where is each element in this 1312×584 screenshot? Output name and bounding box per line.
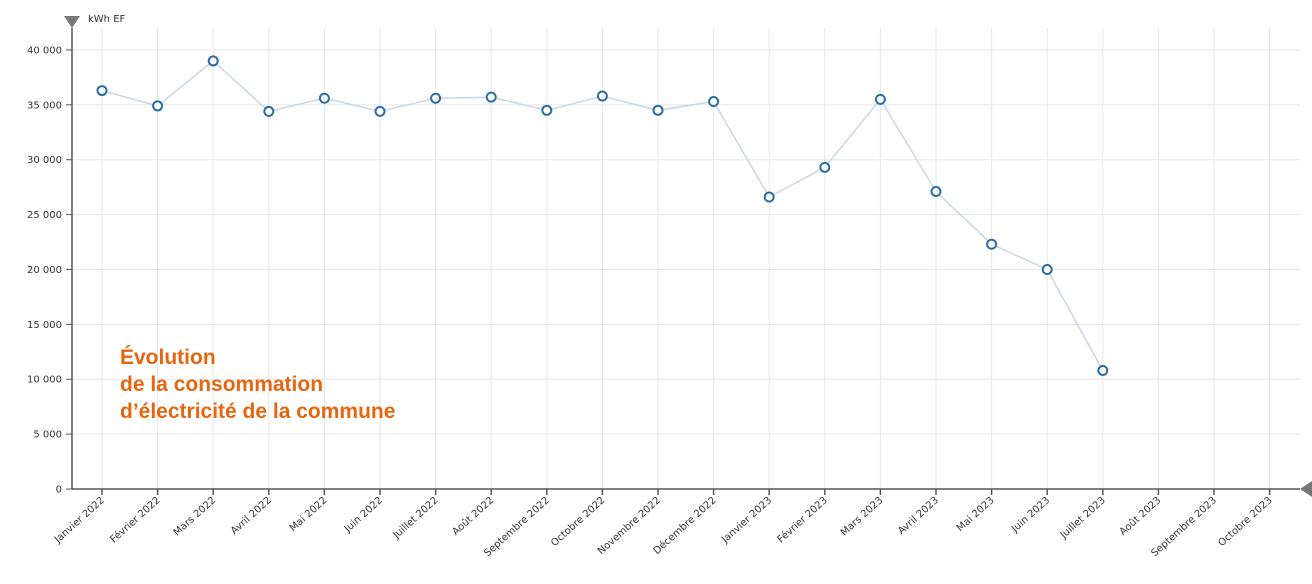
x-tick-label: Juin 2023 <box>1009 495 1052 535</box>
chart-title-line-1: Évolution <box>120 346 216 369</box>
grid-lines <box>72 28 1300 489</box>
data-point[interactable] <box>1041 263 1053 275</box>
y-tick-label: 5 000 <box>33 430 62 441</box>
x-tick-label: Février 2023 <box>775 494 830 545</box>
x-tick-label: Juillet 2023 <box>1058 495 1108 542</box>
x-tick-label: Octobre 2023 <box>1216 495 1274 549</box>
x-ticks: Janvier 2022 Février 2022 Mars 2022 Avril 2… <box>52 489 1275 559</box>
y-tick-label: 20 000 <box>27 265 62 276</box>
unit-label: kWh EF <box>88 14 126 25</box>
y-tick-label: 15 000 <box>27 320 62 331</box>
data-point[interactable] <box>96 85 108 97</box>
x-tick-label: Juillet 2022 <box>391 495 441 542</box>
x-tick-label: Juin 2022 <box>342 495 385 535</box>
x-tick-label: Mars 2022 <box>172 495 219 538</box>
x-tick-label: Août 2022 <box>450 494 496 537</box>
data-point[interactable] <box>708 96 720 108</box>
chart-title: Évolution de la consommation d’électrici… <box>120 344 395 425</box>
y-tick-label: 0 <box>56 485 62 496</box>
y-tick-label: 40 000 <box>27 45 62 56</box>
x-tick-label: Janvier 2023 <box>719 495 774 546</box>
x-tick-label: Avril 2022 <box>229 495 274 537</box>
y-axis-arrow-icon <box>64 16 80 28</box>
y-tick-label: 10 000 <box>27 375 62 386</box>
x-tick-label: Mai 2023 <box>955 495 997 534</box>
data-point[interactable] <box>874 93 886 105</box>
data-point[interactable] <box>596 90 608 102</box>
y-tick-label: 30 000 <box>27 155 62 166</box>
x-tick-label: Mars 2023 <box>839 495 886 538</box>
x-tick-label: Janvier 2022 <box>52 495 107 546</box>
data-point[interactable] <box>374 105 386 117</box>
data-point[interactable] <box>152 100 164 112</box>
y-tick-label: 35 000 <box>27 100 62 111</box>
y-tick-label: 25 000 <box>27 210 62 221</box>
chart-title-line-2: de la consommation <box>120 373 324 396</box>
data-point[interactable] <box>263 105 275 117</box>
y-ticks: 0 5 000 10 000 15 000 20 000 25 000 30 000 35 0… <box>27 45 72 496</box>
x-tick-label: Août 2023 <box>1117 494 1163 537</box>
data-point[interactable] <box>652 104 664 116</box>
data-point[interactable] <box>1097 364 1109 376</box>
data-point[interactable] <box>430 92 442 104</box>
data-point[interactable] <box>485 91 497 103</box>
data-point[interactable] <box>318 92 330 104</box>
x-tick-label: Février 2022 <box>108 494 163 545</box>
x-tick-label: Mai 2022 <box>288 495 330 534</box>
data-point[interactable] <box>930 186 942 198</box>
x-axis-arrow-icon <box>1300 481 1312 497</box>
data-point[interactable] <box>819 161 831 173</box>
chart-title-line-3: d’électricité de la commune <box>120 400 396 423</box>
data-point[interactable] <box>541 104 553 116</box>
data-point[interactable] <box>986 238 998 250</box>
x-tick-label: Octobre 2022 <box>549 495 607 549</box>
x-tick-label: Avril 2023 <box>896 495 941 537</box>
series-layer <box>96 55 1109 376</box>
data-point[interactable] <box>763 191 775 203</box>
data-point[interactable] <box>207 55 219 67</box>
